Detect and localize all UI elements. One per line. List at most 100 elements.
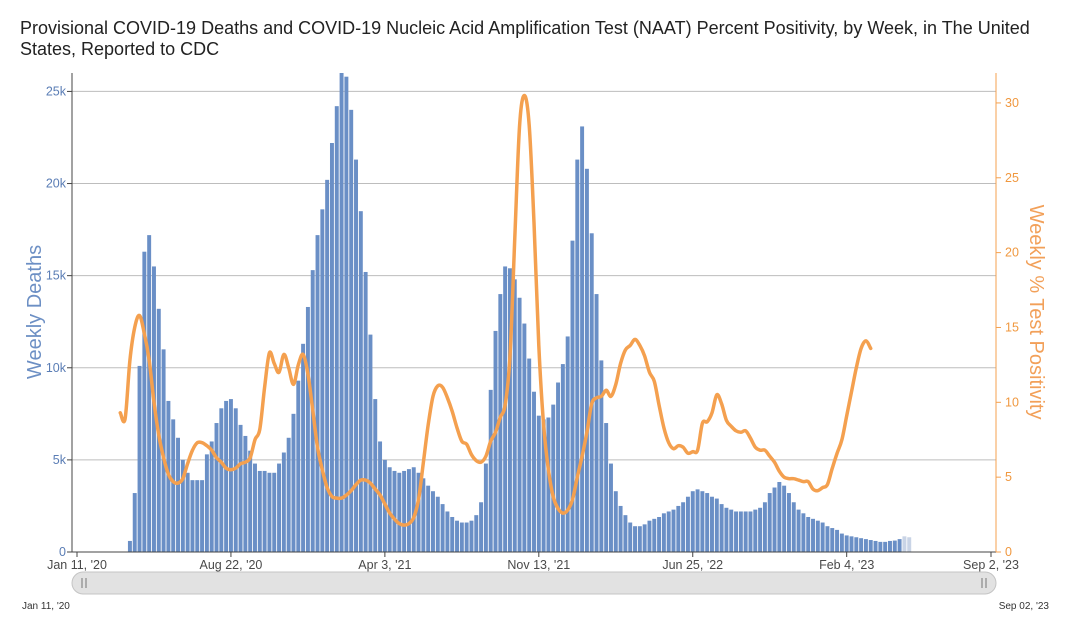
- death-bar: [474, 515, 479, 552]
- death-bar: [868, 540, 873, 552]
- death-bar: [767, 493, 772, 552]
- death-bar: [560, 364, 565, 552]
- death-bar: [435, 496, 440, 552]
- death-bar: [806, 516, 811, 552]
- y-right-tick-label: 25: [1005, 171, 1019, 185]
- death-bar: [349, 109, 354, 552]
- death-bar: [729, 509, 734, 552]
- death-bar: [358, 211, 363, 552]
- y-right-ticks: 0 5 10 15 20 25 30: [996, 96, 1019, 559]
- death-bar: [469, 520, 474, 552]
- death-bar: [320, 209, 325, 553]
- death-bar: [570, 240, 575, 552]
- slider-end-label: Sep 02, '23: [998, 601, 1049, 612]
- death-bar: [488, 389, 493, 552]
- death-bar: [238, 424, 243, 552]
- death-bar: [532, 391, 536, 552]
- death-bar: [551, 404, 556, 552]
- death-bar: [758, 507, 763, 552]
- y-right-tick-label: 5: [1005, 470, 1012, 484]
- death-bar: [685, 496, 690, 552]
- death-bar: [859, 538, 864, 552]
- y-right-tick-label: 20: [1005, 246, 1019, 260]
- death-bar: [459, 522, 464, 552]
- death-bar: [132, 493, 137, 552]
- death-bar: [517, 297, 522, 552]
- x-tick-label: Aug 22, '20: [200, 558, 263, 572]
- death-bar: [835, 529, 840, 552]
- death-bar: [628, 522, 633, 552]
- death-bar: [690, 491, 695, 552]
- death-bar: [676, 505, 681, 552]
- death-bar: [604, 423, 609, 552]
- y-right-tick-label: 10: [1005, 395, 1019, 409]
- death-bar: [368, 334, 373, 552]
- positivity-line[interactable]: [118, 93, 873, 527]
- death-bar: [479, 502, 484, 552]
- death-bar: [710, 496, 714, 552]
- y-right-tick-label: 15: [1005, 320, 1019, 334]
- death-bar: [450, 516, 455, 552]
- death-bar: [142, 251, 147, 552]
- death-bar: [214, 423, 219, 552]
- death-bar: [700, 491, 705, 552]
- death-bar: [402, 470, 407, 552]
- death-bar: [185, 472, 190, 552]
- death-bar: [695, 489, 700, 552]
- death-bar: [147, 235, 152, 552]
- death-bar: [171, 419, 176, 552]
- death-bar: [195, 480, 200, 552]
- death-bar: [815, 520, 820, 552]
- range-slider[interactable]: [71, 571, 997, 595]
- death-bar: [190, 480, 195, 552]
- death-bar: [849, 536, 854, 552]
- death-bar: [354, 159, 358, 553]
- death-bar: [272, 472, 277, 552]
- y-left-tick-label: 20k: [46, 177, 67, 191]
- death-bar: [262, 470, 267, 552]
- death-bar: [483, 463, 488, 552]
- death-bar: [406, 469, 411, 552]
- death-bar: [888, 540, 892, 552]
- y-left-axis-label: Weekly Deaths: [24, 245, 46, 379]
- death-bar: [777, 481, 782, 552]
- slider-handle-right[interactable]: [981, 578, 987, 588]
- death-bar: [455, 520, 460, 552]
- death-bar: [762, 502, 767, 552]
- death-bar: [556, 382, 561, 552]
- x-tick-label: Apr 3, '21: [358, 558, 411, 572]
- death-bar: [233, 408, 238, 552]
- death-bar: [608, 463, 613, 552]
- death-bar: [200, 480, 205, 552]
- death-bar: [796, 509, 801, 552]
- death-bar: [613, 491, 618, 552]
- death-bar: [580, 126, 585, 552]
- death-bar: [705, 493, 710, 552]
- death-bar: [363, 271, 368, 552]
- death-bar: [748, 511, 753, 552]
- death-bar: [507, 268, 512, 552]
- death-bar: [844, 535, 849, 552]
- death-bar: [344, 76, 349, 552]
- death-bar: [907, 537, 912, 552]
- death-bar: [209, 441, 214, 552]
- death-bar: [878, 541, 883, 552]
- death-bar: [714, 498, 719, 552]
- death-bar: [305, 306, 310, 552]
- death-bar: [421, 478, 426, 552]
- y-left-tick-label: 0: [59, 545, 66, 559]
- slider-handle-left[interactable]: [81, 578, 87, 588]
- y-right-tick-label: 0: [1005, 545, 1012, 559]
- death-bar: [373, 399, 378, 552]
- y-left-tick-label: 10k: [46, 361, 67, 375]
- death-bar: [825, 526, 830, 552]
- x-tick-label: Sep 2, '23: [963, 558, 1019, 572]
- death-bar: [661, 513, 666, 552]
- death-bar: [440, 504, 445, 552]
- death-bar: [204, 454, 209, 552]
- death-bar: [873, 540, 878, 552]
- death-bar: [541, 419, 546, 552]
- death-bar: [647, 520, 652, 552]
- death-bar: [637, 526, 642, 552]
